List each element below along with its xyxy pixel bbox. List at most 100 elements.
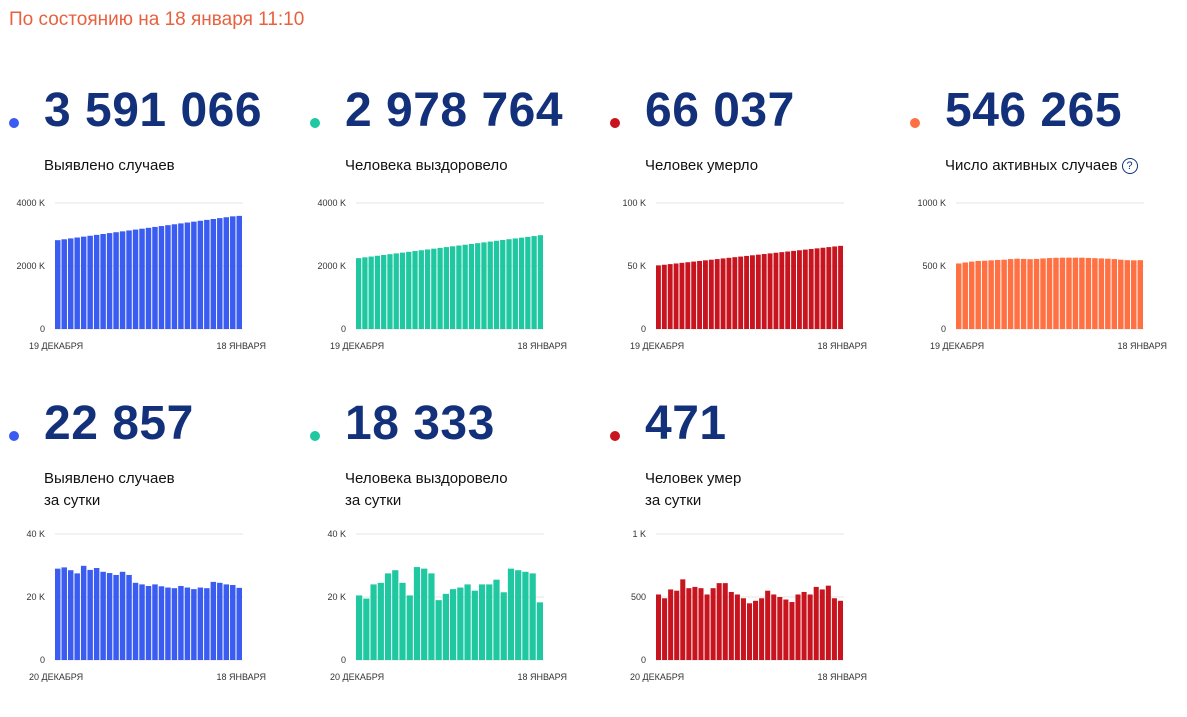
y-tick-label: 20 K	[327, 592, 346, 602]
bar	[74, 237, 80, 329]
series-dot-icon	[9, 431, 19, 441]
bar	[771, 594, 777, 660]
bar	[1098, 258, 1105, 329]
bar	[67, 570, 74, 660]
bar	[478, 584, 486, 660]
stat-label: Человека выздоровело за сутки	[345, 468, 508, 512]
bar	[1131, 260, 1137, 329]
bar	[832, 246, 838, 329]
bar	[74, 573, 80, 661]
bar	[728, 591, 734, 660]
y-tick-label: 0	[341, 655, 346, 665]
bar	[819, 589, 825, 660]
bar	[387, 254, 393, 329]
y-tick-label: 500	[631, 592, 646, 602]
x-tick-label: 18 ЯНВАРЯ	[517, 672, 567, 682]
x-tick-label: 19 ДЕКАБРЯ	[930, 341, 984, 351]
bar	[1027, 259, 1033, 329]
bar	[825, 585, 831, 660]
bar	[755, 254, 761, 329]
bar	[750, 255, 755, 329]
y-tick-label: 2000 K	[16, 261, 45, 271]
stat-card: 2 978 764 Человека выздоровело 4000 K 2000 …	[310, 83, 600, 403]
x-tick-label: 20 ДЕКАБРЯ	[330, 672, 384, 682]
bar	[714, 259, 720, 329]
bar	[797, 250, 802, 329]
bar	[236, 215, 242, 329]
bar	[1085, 257, 1092, 329]
bar	[356, 258, 362, 330]
stat-card: 22 857 Выявлено случаев за сутки 40 K 20 K 0 2…	[9, 396, 299, 716]
bar	[406, 595, 413, 660]
bar	[1118, 259, 1124, 329]
bar	[377, 582, 384, 660]
bar	[673, 263, 679, 329]
bar	[537, 235, 543, 329]
bar	[518, 237, 525, 329]
bar	[1033, 258, 1040, 329]
bar	[698, 588, 704, 660]
bar	[204, 219, 210, 329]
bar	[171, 224, 178, 329]
y-tick-label: 0	[941, 324, 946, 334]
bar-chart: 40 K 20 K 0 20 ДЕКАБРЯ 18 ЯНВАРЯ	[327, 529, 567, 682]
stat-label-line: Число активных случаев?	[945, 155, 1138, 177]
bar	[767, 253, 773, 329]
stat-value: 22 857	[44, 397, 194, 450]
bar	[184, 587, 191, 660]
bar	[61, 239, 67, 329]
bar	[656, 594, 662, 660]
stat-value: 471	[645, 397, 727, 450]
bar	[761, 254, 767, 329]
bar	[191, 221, 197, 329]
bar	[981, 260, 988, 329]
y-tick-label: 2000 K	[317, 261, 346, 271]
bar	[210, 219, 217, 329]
bar	[113, 232, 119, 329]
bar	[674, 590, 680, 660]
stat-value: 3 591 066	[44, 84, 263, 137]
bar	[431, 248, 437, 329]
bar	[777, 597, 783, 660]
bar	[356, 595, 363, 660]
bar	[165, 225, 171, 329]
bar	[197, 220, 204, 329]
bar	[661, 264, 667, 329]
bar	[87, 569, 93, 660]
bar	[506, 239, 512, 329]
bar	[437, 247, 443, 329]
bar	[450, 589, 457, 661]
x-tick-label: 20 ДЕКАБРЯ	[29, 672, 83, 682]
bar	[132, 582, 139, 660]
bar	[820, 247, 826, 329]
bar	[802, 249, 808, 329]
bar	[80, 565, 87, 660]
bar	[119, 231, 126, 329]
bar	[171, 588, 178, 660]
stat-value: 2 978 764	[345, 84, 564, 137]
bar	[493, 240, 500, 329]
bar	[119, 571, 126, 660]
bar	[703, 260, 708, 329]
y-tick-label: 0	[341, 324, 346, 334]
x-tick-label: 18 ЯНВАРЯ	[1117, 341, 1167, 351]
bar	[662, 598, 668, 660]
bar	[100, 571, 106, 660]
bar	[421, 568, 428, 660]
y-tick-label: 100 K	[622, 198, 646, 208]
bar	[1092, 258, 1098, 329]
bar	[139, 228, 145, 329]
y-tick-label: 4000 K	[317, 198, 346, 208]
bar	[1079, 257, 1085, 329]
x-tick-label: 18 ЯНВАРЯ	[216, 672, 266, 682]
help-icon[interactable]: ?	[1121, 158, 1138, 174]
bar	[988, 260, 994, 329]
bar	[87, 235, 93, 329]
y-tick-label: 40 K	[327, 529, 346, 539]
y-tick-label: 0	[641, 655, 646, 665]
bar	[113, 574, 119, 660]
bar	[93, 234, 100, 329]
bar	[716, 583, 722, 660]
stat-card: 3 591 066 Выявлено случаев 4000 K 2000 K 0 19…	[9, 83, 299, 403]
stat-label-line: Человека выздоровело	[345, 470, 508, 487]
